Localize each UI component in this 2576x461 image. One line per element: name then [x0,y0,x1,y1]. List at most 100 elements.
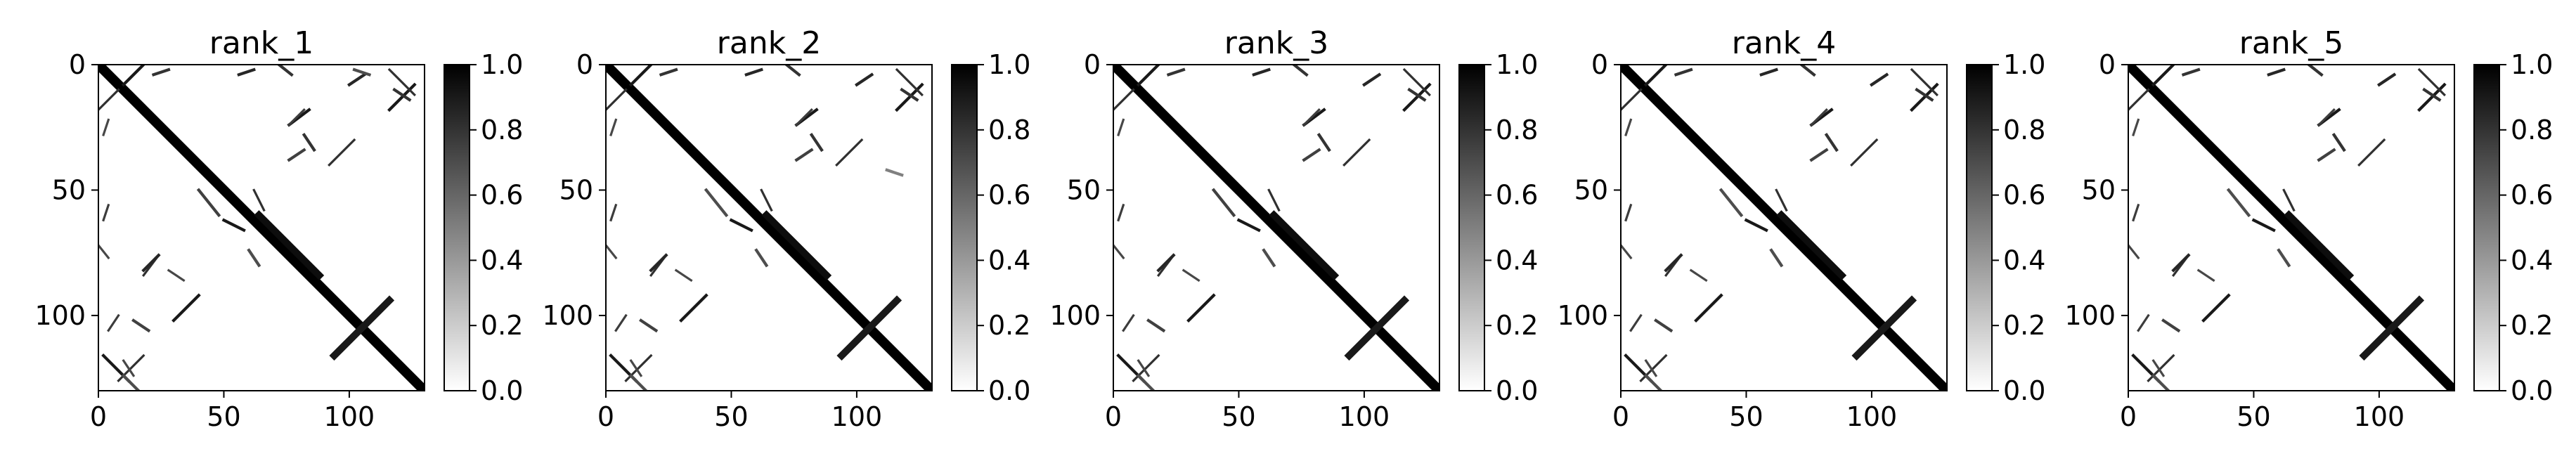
heatmap-contact [2251,218,2276,233]
panel-title: rank_2 [717,25,821,61]
colorbar-tick-label: 0.0 [1496,375,1538,406]
heatmap-contact [1236,218,1261,233]
colorbar-tick-label: 0.6 [1496,180,1538,211]
heatmap-contact-mirror [1629,313,1643,332]
colorbar-tick-label: 0.8 [1496,115,1538,145]
axes-frame [98,64,425,391]
y-tick-label: 0 [576,49,593,80]
y-tick-label: 100 [1049,300,1101,331]
heatmap-contact [131,318,151,333]
heatmap-contact-mirror [1113,243,1125,260]
heatmap-contact [2151,373,2171,391]
heatmap-contact-mirror [1402,67,1431,97]
heatmap-contact [121,373,141,391]
heatmap-contact [900,87,919,102]
x-tick-label: 100 [1339,401,1390,432]
x-tick-label: 50 [2237,401,2270,432]
colorbar-tick-label: 0.4 [1496,245,1538,275]
y-tick-label: 50 [1067,174,1101,205]
heatmap-diagonal [98,65,425,391]
x-tick-label: 100 [324,401,375,432]
heatmap-contact [1407,87,1427,102]
heatmap-contact-mirror [2282,188,2296,212]
heatmap-cells [2128,65,2454,391]
heatmap-contact [1643,65,1669,87]
heatmap-antidiagonal [836,295,902,361]
colorbar-tick-label: 1.0 [2511,49,2553,80]
colorbar-tick-label: 0.8 [2511,115,2553,145]
heatmap-contact-mirror [1117,118,1125,136]
y-tick-label: 0 [69,49,86,80]
heatmap-contact [2181,67,2201,77]
axes-frame [605,64,933,391]
heatmap-contact [221,218,246,233]
y-tick-label: 50 [52,174,86,205]
heatmap-contact-mirror [98,88,120,112]
heatmap-contact-mirror [387,67,416,97]
heatmap-contact [794,148,814,162]
heatmap-contact-mirror [98,243,110,260]
heatmap-contact-mirror [1624,118,1633,136]
heatmap-contact [1156,253,1176,273]
colorbar-tick-label: 0.0 [988,375,1030,406]
heatmap-contact [121,65,146,87]
heatmap-cells [1113,65,1439,391]
axes-frame [1113,64,1440,391]
x-tick-label: 0 [1105,401,1122,432]
heatmap-contact-mirror [122,358,136,377]
heatmap-contact-mirror [2132,203,2140,222]
heatmap-contact [247,248,261,268]
heatmap-contact-mirror [2196,268,2215,283]
heatmap-contact-mirror [2128,88,2150,112]
heatmap-contact-mirror [2151,358,2166,377]
heatmap-contact [2377,72,2397,87]
axes-frame [1620,64,1948,391]
panel-title: rank_5 [2239,25,2343,61]
heatmap-contact [1292,65,1309,77]
y-tick-label: 50 [559,174,593,205]
heatmap-contact [1664,253,1683,273]
y-tick-label: 50 [2082,174,2116,205]
heatmap-contact [1694,293,1723,323]
y-tick-label: 100 [542,300,593,331]
heatmap-contact [754,248,769,268]
heatmap-contact [1744,218,1768,233]
colorbar-tick-label: 0.4 [2511,245,2553,275]
colorbar-tick-label: 1.0 [988,49,1030,80]
heatmap-contact [1186,293,1216,323]
heatmap-contact-mirror [252,188,266,212]
heatmap-contact [1136,65,1161,87]
panel-title: rank_1 [209,25,313,61]
heatmap-contact-mirror [2357,138,2386,167]
heatmap-contact-mirror [102,118,110,136]
panel-rank_2: rank_2 0 50 100 0 50 100 0.0 0.2 0.4 0.6 0.8 1.0 [542,25,1030,432]
heatmap-contact-mirror [1113,88,1135,112]
heatmap-contact [171,293,201,323]
heatmap-contact [2151,65,2176,87]
heatmap-contact-mirror [1689,268,1708,283]
heatmap-contact-mirror [287,108,306,126]
heatmap-contact [2317,148,2336,162]
heatmap-contact-mirror [2132,118,2140,136]
heatmap-contact-mirror [1624,203,1633,222]
heatmap-contact [809,133,824,152]
heatmap-contact [2201,293,2231,323]
heatmap-contact [347,72,367,87]
colorbar-tick-label: 1.0 [2003,49,2045,80]
heatmap-contact [1302,148,1321,162]
colorbar-frame [444,64,470,391]
x-tick-label: 0 [1612,401,1629,432]
heatmap-contact [659,67,678,77]
heatmap-contact-mirror [1122,313,1135,332]
panel-rank_4: rank_4 0 50 100 0 50 100 0.0 0.2 0.4 0.6 0.8 1.0 [1557,25,2045,432]
colorbar-tick-label: 1.0 [481,49,523,80]
colorbar-frame [2473,64,2500,391]
heatmap-contact [1643,373,1664,391]
heatmap-contact-mirror [2128,243,2140,260]
colorbar-tick-label: 0.2 [988,310,1030,341]
colorbar-tick-label: 0.2 [481,310,523,341]
heatmap-contact [1910,82,1939,112]
heatmap-contact-mirror [167,268,186,283]
heatmap-contact [141,253,161,273]
